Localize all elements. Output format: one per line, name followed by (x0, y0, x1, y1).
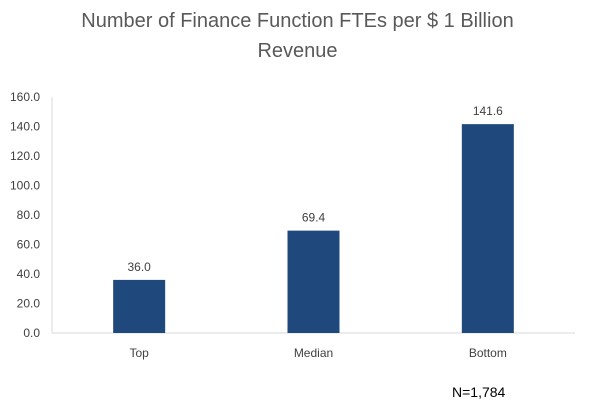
bar-median (287, 230, 340, 333)
x-category-label-bottom: Bottom (469, 346, 507, 360)
y-tick-label: 0.0 (23, 326, 40, 340)
y-tick-label: 80.0 (17, 208, 41, 222)
y-tick-label: 120.0 (10, 149, 40, 163)
x-category-label-top: Top (129, 346, 149, 360)
y-tick-label: 60.0 (17, 238, 41, 252)
data-label-median: 69.4 (302, 211, 326, 225)
data-label-top: 36.0 (127, 260, 151, 274)
y-tick-label: 40.0 (17, 267, 41, 281)
y-tick-label: 100.0 (10, 179, 40, 193)
x-category-label-median: Median (294, 346, 333, 360)
sample-size-note: N=1,784 (452, 384, 506, 400)
bar-bottom (461, 124, 514, 333)
y-tick-label: 160.0 (10, 90, 40, 104)
chart-title: Number of Finance Function FTEs per $ 1 … (0, 6, 595, 66)
chart-title-line-1: Number of Finance Function FTEs per $ 1 … (81, 10, 514, 32)
data-label-bottom: 141.6 (473, 104, 503, 118)
y-tick-label: 140.0 (10, 120, 40, 134)
bar-top (113, 279, 166, 333)
chart-title-line-2: Revenue (257, 40, 338, 62)
y-tick-label: 20.0 (17, 297, 41, 311)
